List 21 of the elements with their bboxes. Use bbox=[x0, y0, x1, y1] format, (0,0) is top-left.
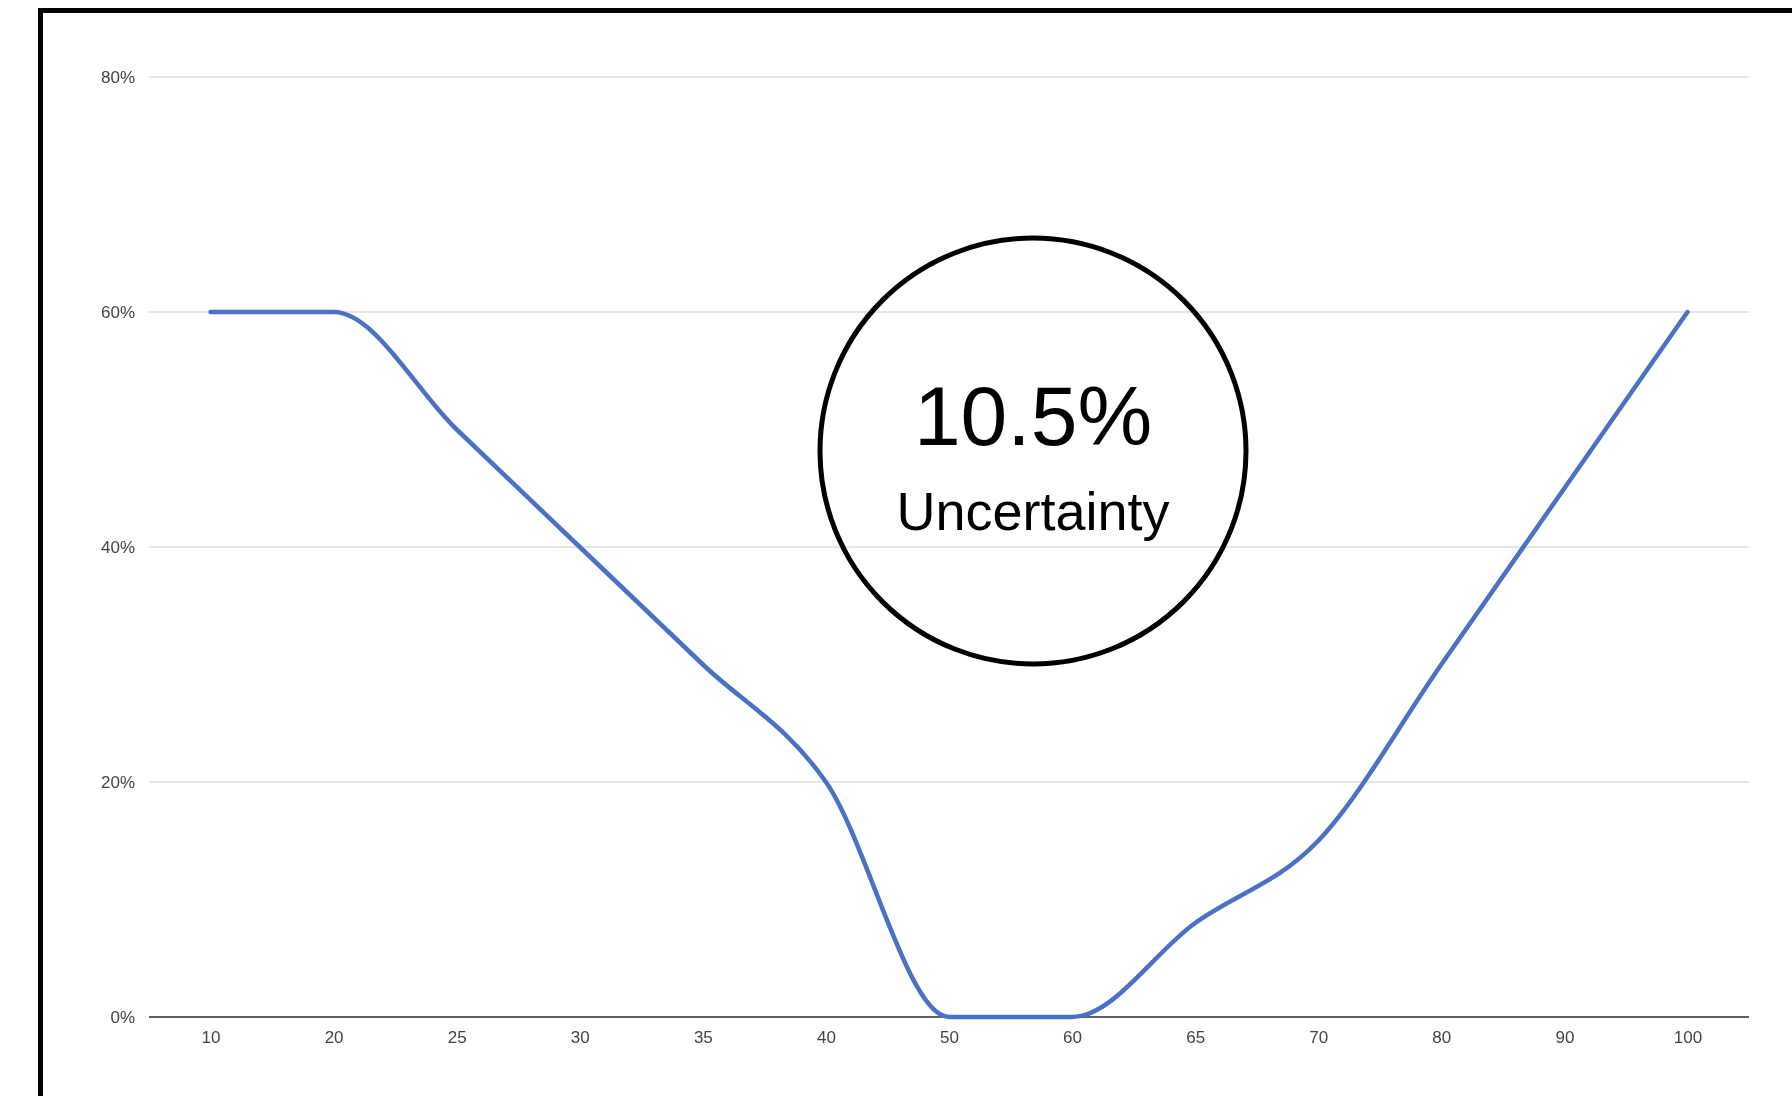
annotation: Uncertainty bbox=[896, 481, 1170, 541]
y-tick-label: 80% bbox=[100, 67, 135, 87]
x-tick-label: 70 bbox=[1309, 1028, 1329, 1048]
y-tick-label: 60% bbox=[100, 302, 135, 322]
x-tick-label: 80 bbox=[1432, 1028, 1452, 1048]
x-tick-label: 25 bbox=[447, 1028, 467, 1048]
annotation: 10.5% bbox=[913, 369, 1153, 463]
y-tick-label: 40% bbox=[100, 537, 135, 557]
x-tick-label: 65 bbox=[1186, 1028, 1206, 1048]
x-tick-label: 10 bbox=[201, 1028, 221, 1048]
x-tick-label: 20 bbox=[324, 1028, 344, 1048]
y-tick-label: 20% bbox=[100, 772, 135, 792]
x-tick-label: 60 bbox=[1063, 1028, 1083, 1048]
y-tick-label: 0% bbox=[110, 1007, 135, 1027]
x-tick-label: 35 bbox=[693, 1028, 713, 1048]
x-tick-label: 90 bbox=[1555, 1028, 1575, 1048]
x-tick-label: 40 bbox=[816, 1028, 836, 1048]
x-tick-label: 50 bbox=[940, 1028, 959, 1048]
x-tick-label: 100 bbox=[1673, 1028, 1703, 1048]
line-series bbox=[208, 309, 1690, 1020]
x-tick-label: 30 bbox=[570, 1028, 590, 1048]
